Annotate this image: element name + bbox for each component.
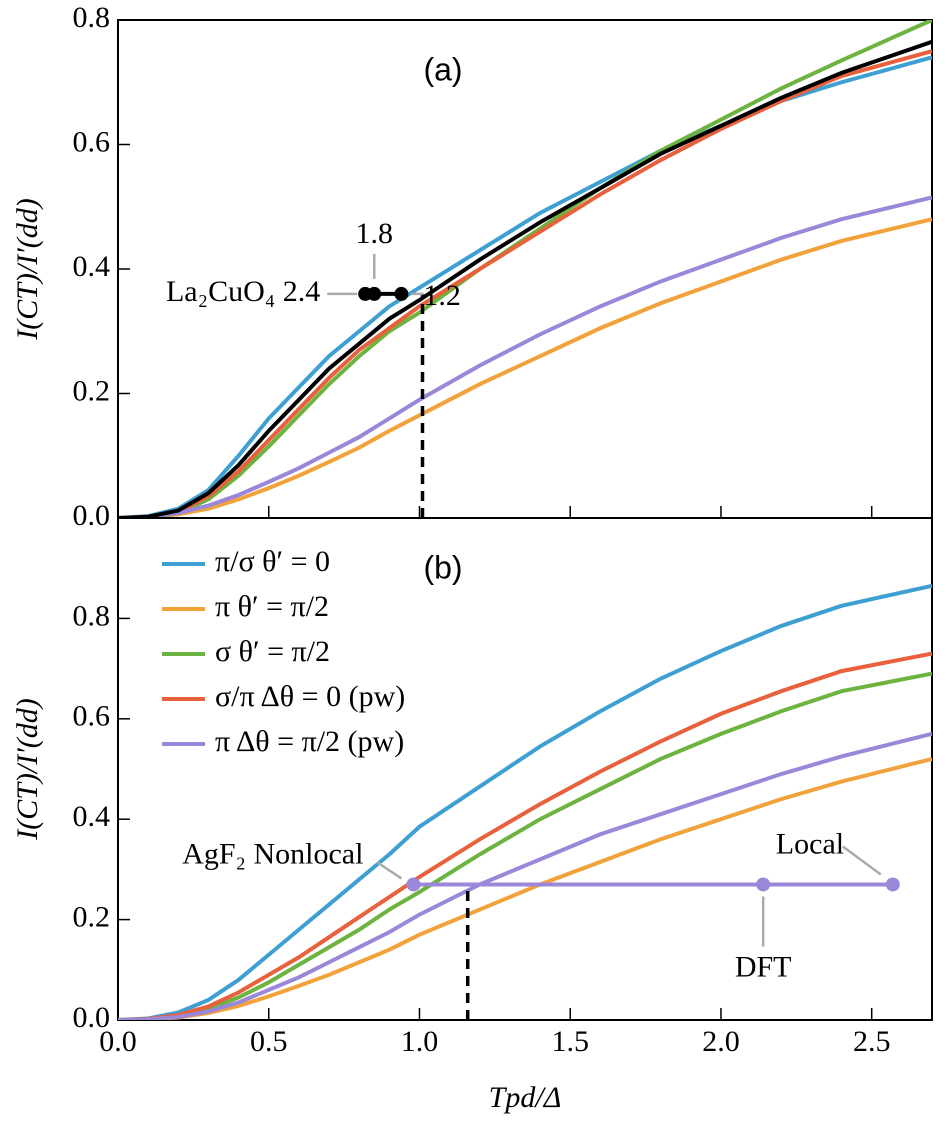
series-line — [118, 39, 932, 518]
plot-frame — [117, 19, 933, 519]
legend-label: π θ′ = π/2 — [215, 590, 329, 623]
series-line — [118, 671, 932, 1020]
y-tick-label: 0.4 — [73, 250, 111, 283]
x-axis-label: Tpd/Δ — [489, 1081, 562, 1114]
plot-frame — [117, 517, 933, 1021]
legend-label: π/σ θ′ = 0 — [215, 545, 330, 578]
panel-label: (b) — [423, 549, 462, 585]
legend-label: σ/π Δθ = 0 (pw) — [215, 680, 405, 713]
x-tick-label: 2.5 — [853, 1025, 891, 1058]
leader-line — [842, 845, 882, 876]
legend-label: σ θ′ = π/2 — [215, 635, 330, 668]
x-tick-label: 0.0 — [99, 1025, 137, 1058]
x-tick-label: 1.0 — [401, 1025, 439, 1058]
y-tick-label: 0.8 — [73, 1, 111, 34]
series-line — [118, 20, 932, 518]
y-tick-label: 0.0 — [73, 1001, 111, 1034]
marker — [367, 286, 382, 301]
y-axis-label: I(CT)/I′(dd) — [11, 698, 44, 841]
marker-label: Local — [776, 827, 844, 860]
x-tick-label: 1.5 — [551, 1025, 589, 1058]
series-line — [118, 217, 932, 518]
y-axis-label: I(CT)/I′(dd) — [11, 198, 44, 341]
marker — [394, 286, 409, 301]
series-line — [118, 651, 932, 1020]
marker — [885, 877, 900, 892]
marker-label: La₂CuO₄ 2.4 — [166, 275, 320, 308]
marker — [756, 877, 771, 892]
y-tick-label: 0.2 — [73, 374, 111, 407]
series-line — [118, 583, 932, 1020]
legend-label: π Δθ = π/2 (pw) — [215, 725, 404, 758]
x-tick-label: 0.5 — [250, 1025, 288, 1058]
series-line — [118, 195, 932, 518]
panel-label: (a) — [423, 51, 462, 87]
y-tick-label: 0.2 — [73, 900, 111, 933]
series-line — [118, 49, 932, 518]
marker-label: DFT — [735, 950, 792, 983]
y-tick-label: 0.8 — [73, 599, 111, 632]
y-tick-label: 0.0 — [73, 499, 111, 532]
y-tick-label: 0.4 — [73, 800, 111, 833]
x-tick-label: 2.0 — [702, 1025, 740, 1058]
leader-line — [376, 861, 403, 880]
marker-label: AgF₂ Nonlocal — [182, 837, 363, 870]
y-tick-label: 0.6 — [73, 125, 111, 158]
marker-label: 1.8 — [356, 217, 394, 250]
marker — [406, 877, 421, 892]
marker-label: 1.2 — [423, 279, 461, 312]
y-tick-label: 0.6 — [73, 700, 111, 733]
series-line — [118, 731, 932, 1020]
